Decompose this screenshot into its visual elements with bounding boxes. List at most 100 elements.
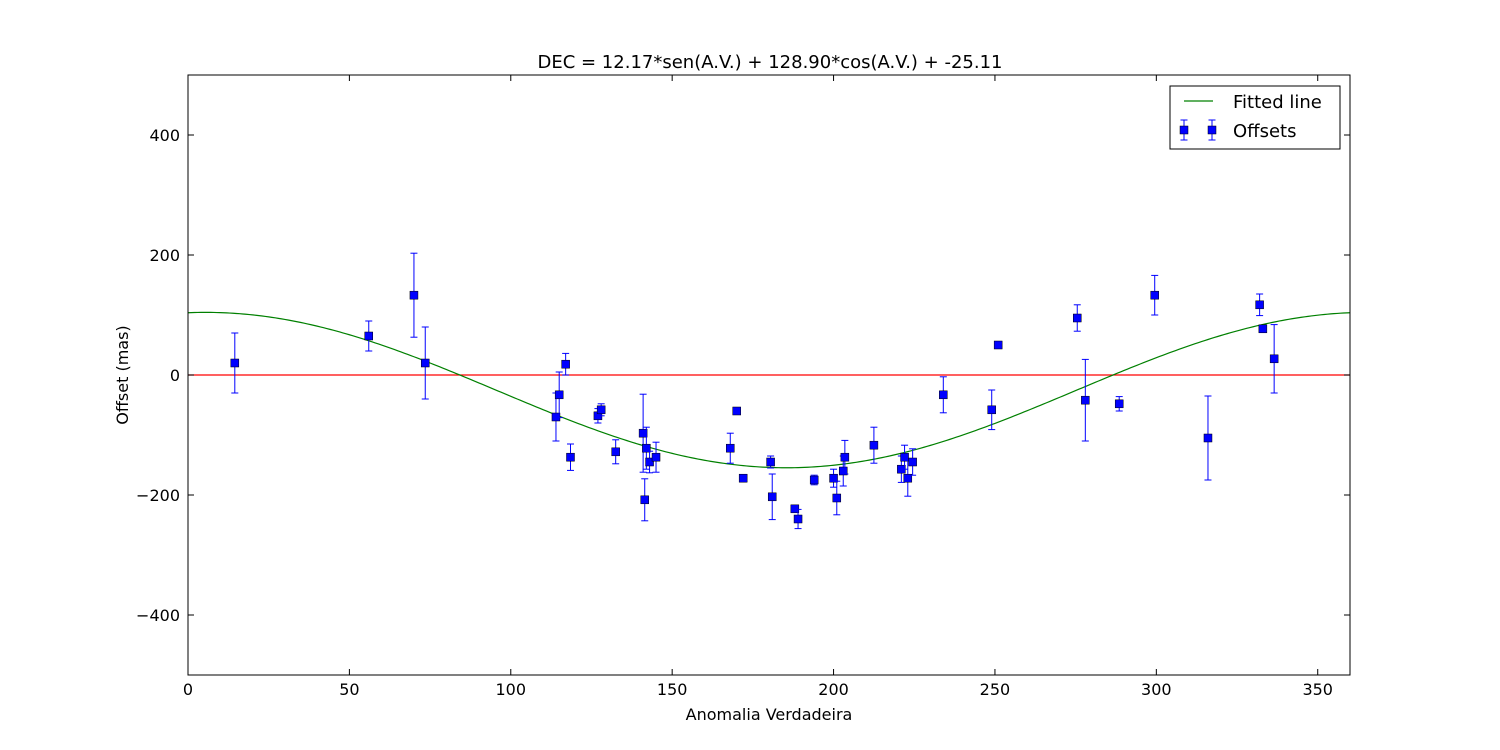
- offset-marker: [829, 473, 838, 483]
- offset-point: [832, 480, 842, 516]
- offset-point: [1150, 274, 1159, 316]
- offset-point: [561, 352, 570, 376]
- offset-marker: [993, 340, 1003, 350]
- offset-point: [993, 340, 1003, 350]
- offset-point: [809, 474, 819, 486]
- offset-point: [651, 441, 661, 473]
- legend: Fitted line Offsets: [1169, 85, 1341, 150]
- offset-marker: [409, 290, 419, 300]
- offset-point: [645, 450, 654, 474]
- offset-marker: [832, 493, 842, 503]
- offset-point: [1073, 304, 1082, 332]
- offset-point: [566, 443, 575, 471]
- offset-point: [420, 326, 430, 400]
- x-tick-label: 100: [496, 680, 527, 699]
- x-tick-label: 50: [339, 680, 359, 699]
- offset-marker: [840, 452, 850, 462]
- offset-point: [554, 371, 564, 419]
- offset-marker: [566, 452, 575, 462]
- offset-marker: [838, 466, 848, 476]
- offset-point: [1258, 324, 1268, 334]
- offset-marker: [793, 514, 803, 524]
- chart-title: DEC = 12.17*sen(A.V.) + 128.90*cos(A.V.)…: [537, 52, 1002, 73]
- offset-marker: [1081, 395, 1090, 405]
- offset-marker: [611, 447, 620, 457]
- offset-marker: [809, 475, 819, 485]
- y-tick-label: −400: [136, 606, 180, 625]
- offset-point: [611, 439, 620, 465]
- offset-marker: [420, 358, 430, 368]
- offset-point: [230, 332, 240, 394]
- offset-marker: [1073, 313, 1082, 323]
- legend-fitted-line-label: Fitted line: [1233, 92, 1322, 113]
- offset-point: [638, 393, 648, 473]
- offset-marker: [645, 457, 654, 467]
- y-tick-label: 400: [149, 126, 180, 145]
- offset-point: [409, 252, 419, 338]
- offset-marker: [551, 412, 561, 422]
- offset-marker: [869, 440, 879, 450]
- offset-point: [1081, 358, 1090, 442]
- offset-marker: [554, 390, 564, 400]
- offset-point: [869, 426, 879, 464]
- offset-marker: [900, 452, 909, 462]
- offset-marker: [726, 443, 735, 453]
- offset-marker: [651, 452, 661, 462]
- axis-ticks: 0 50 100 150 200 250 300 350 −400 −200 0 200 400: [136, 75, 1350, 699]
- offset-marker: [790, 504, 800, 514]
- offset-marker: [364, 331, 374, 341]
- offset-point: [900, 444, 909, 470]
- offset-point: [640, 478, 649, 522]
- offset-point: [840, 439, 850, 475]
- offset-marker: [908, 457, 917, 467]
- y-tick-label: −200: [136, 486, 180, 505]
- offset-point: [732, 406, 741, 416]
- y-axis-label: Offset (mas): [113, 325, 132, 424]
- offset-point: [738, 473, 748, 483]
- offset-point: [793, 508, 803, 530]
- offset-marker: [903, 473, 913, 483]
- offset-marker: [1269, 354, 1279, 364]
- offset-point: [1269, 324, 1279, 394]
- offset-point: [987, 389, 996, 431]
- offset-marker: [987, 405, 996, 415]
- offset-marker: [596, 405, 606, 415]
- offset-marker: [1114, 399, 1124, 409]
- offset-marker: [1258, 324, 1268, 334]
- offset-point: [767, 473, 777, 521]
- x-axis-label: Anomalia Verdadeira: [686, 705, 853, 724]
- offset-marker: [1203, 433, 1213, 443]
- offset-point: [1203, 395, 1213, 481]
- offset-point: [829, 468, 838, 488]
- offset-marker: [230, 358, 240, 368]
- offset-marker: [638, 428, 648, 438]
- offset-point: [1255, 293, 1264, 317]
- offset-marker: [561, 359, 570, 369]
- offset-marker: [767, 492, 777, 502]
- offset-point: [726, 432, 735, 464]
- offset-point: [790, 504, 800, 514]
- offset-point: [596, 403, 606, 417]
- offset-marker: [642, 443, 651, 453]
- x-tick-label: 150: [657, 680, 688, 699]
- offset-marker: [1150, 290, 1159, 300]
- legend-offsets-swatch: [1179, 119, 1217, 141]
- offset-marker: [738, 473, 748, 483]
- x-tick-label: 250: [980, 680, 1011, 699]
- plot-area: [187, 252, 1351, 530]
- legend-offset-marker: [1207, 125, 1217, 135]
- legend-box: [1169, 85, 1341, 150]
- y-tick-label: 0: [170, 366, 180, 385]
- offset-marker: [1255, 300, 1264, 310]
- offset-point: [364, 320, 374, 352]
- y-tick-label: 200: [149, 246, 180, 265]
- offset-marker: [939, 390, 948, 400]
- offset-marker: [732, 406, 741, 416]
- offset-point: [766, 455, 775, 469]
- offset-point: [908, 448, 917, 476]
- legend-offsets-label: Offsets: [1233, 121, 1296, 142]
- fitted-line: [187, 311, 1351, 469]
- offset-point: [939, 376, 948, 414]
- x-tick-label: 0: [183, 680, 193, 699]
